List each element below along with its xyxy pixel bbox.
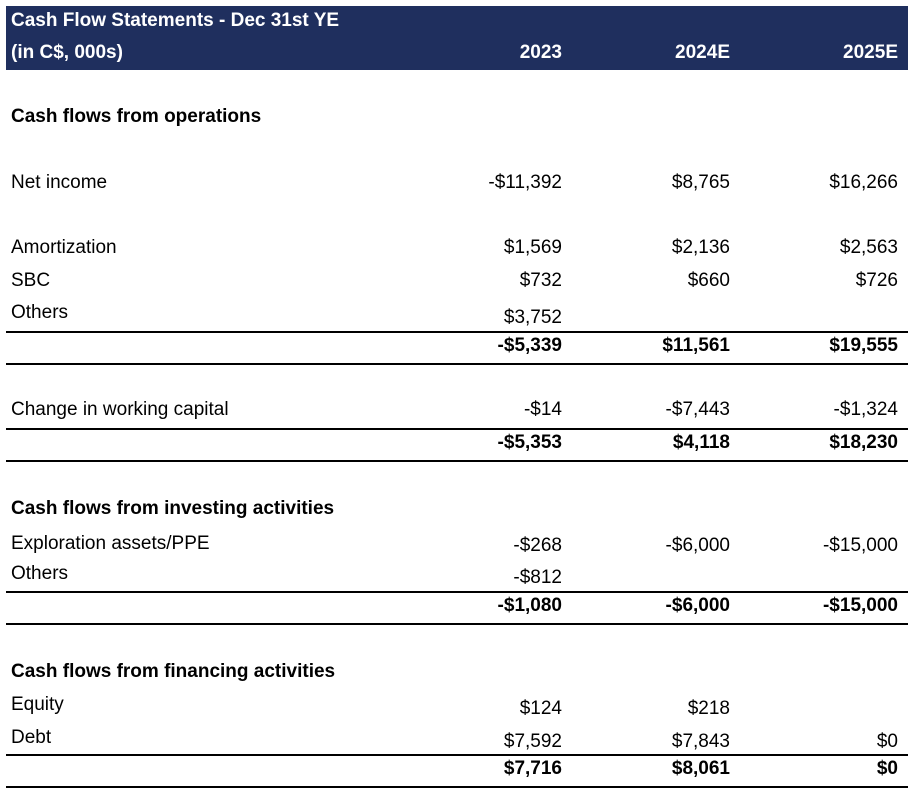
cell-2023: $124 bbox=[519, 698, 562, 719]
total-divider bbox=[6, 460, 908, 462]
row-label: Net income bbox=[11, 172, 108, 193]
section-title: Cash flows from investing activities bbox=[11, 498, 335, 519]
table-row-exploration: Exploration assets/PPE -$268 -$6,000 -$1… bbox=[6, 533, 908, 565]
table-row-amortization: Amortization $1,569 $2,136 $2,563 bbox=[6, 237, 908, 269]
row-label: SBC bbox=[11, 270, 51, 291]
cell-2024e: $660 bbox=[687, 270, 730, 291]
cell-2024e: $2,136 bbox=[671, 237, 730, 258]
cell-2024e: $7,843 bbox=[671, 731, 730, 752]
row-label: Change in working capital bbox=[11, 399, 229, 420]
section-title: Cash flows from financing activities bbox=[11, 661, 336, 682]
total-divider bbox=[6, 623, 908, 625]
cell-2023: $7,716 bbox=[503, 758, 562, 779]
cell-2024e: $8,765 bbox=[671, 172, 730, 193]
table-row-ops-subtotal: -$5,339 $11,561 $19,555 bbox=[6, 335, 908, 367]
table-row-ops-total: -$5,353 $4,118 $18,230 bbox=[6, 432, 908, 464]
cell-2023: -$5,339 bbox=[497, 335, 562, 356]
cell-2025e: $19,555 bbox=[829, 335, 898, 356]
cell-2023: $7,592 bbox=[503, 731, 562, 752]
row-label: Others bbox=[11, 302, 69, 323]
statement-title: Cash Flow Statements - Dec 31st YE bbox=[11, 10, 340, 31]
cell-2023: -$11,392 bbox=[488, 172, 562, 193]
cell-2025e: $2,563 bbox=[839, 237, 898, 258]
cell-2023: -$1,080 bbox=[497, 595, 562, 616]
cell-2024e: $8,061 bbox=[671, 758, 730, 779]
table-row-sbc: SBC $732 $660 $726 bbox=[6, 270, 908, 302]
cell-2025e: -$15,000 bbox=[822, 535, 898, 556]
table-header: Cash Flow Statements - Dec 31st YE (in C… bbox=[6, 6, 908, 70]
table-row-net-income: Net income -$11,392 $8,765 $16,266 bbox=[6, 172, 908, 204]
units-label: (in C$, 000s) bbox=[11, 42, 123, 63]
year-header-2023: 2023 bbox=[519, 42, 562, 63]
table-row-inv-total: -$1,080 -$6,000 -$15,000 bbox=[6, 595, 908, 627]
cell-2023: -$268 bbox=[513, 535, 562, 556]
table-row-ops-others: Others $3,752 bbox=[6, 302, 908, 334]
cell-2025e: -$15,000 bbox=[822, 595, 898, 616]
row-label: Debt bbox=[11, 727, 52, 748]
year-header-2024e: 2024E bbox=[675, 42, 730, 63]
cell-2025e: $726 bbox=[855, 270, 898, 291]
row-label: Equity bbox=[11, 694, 64, 715]
cell-2023: $732 bbox=[519, 270, 562, 291]
cell-2023: $3,752 bbox=[503, 307, 562, 328]
section-heading-operations: Cash flows from operations bbox=[6, 106, 908, 138]
cell-2023: $1,569 bbox=[503, 237, 562, 258]
total-divider bbox=[6, 591, 908, 593]
cell-2023: -$14 bbox=[523, 399, 562, 420]
cell-2025e: $16,266 bbox=[829, 172, 898, 193]
cell-2023: -$5,353 bbox=[497, 432, 562, 453]
cell-2024e: -$6,000 bbox=[665, 535, 730, 556]
section-heading-investing: Cash flows from investing activities bbox=[6, 498, 908, 530]
cell-2024e: -$7,443 bbox=[665, 399, 730, 420]
cell-2025e: $0 bbox=[876, 731, 898, 752]
row-label: Amortization bbox=[11, 237, 117, 258]
row-label: Others bbox=[11, 563, 69, 584]
cell-2024e: $218 bbox=[687, 698, 730, 719]
table-row-debt: Debt $7,592 $7,843 $0 bbox=[6, 727, 908, 759]
total-divider bbox=[6, 754, 908, 756]
table-row-inv-others: Others -$812 bbox=[6, 563, 908, 595]
section-title: Cash flows from operations bbox=[11, 106, 262, 127]
table-row-working-capital: Change in working capital -$14 -$7,443 -… bbox=[6, 399, 908, 431]
total-divider bbox=[6, 786, 908, 788]
subtotal-divider bbox=[6, 363, 908, 365]
cell-2025e: $0 bbox=[876, 758, 898, 779]
table-row-equity: Equity $124 $218 bbox=[6, 694, 908, 726]
year-header-2025e: 2025E bbox=[843, 42, 898, 63]
cell-2023: -$812 bbox=[513, 567, 562, 588]
total-divider bbox=[6, 428, 908, 430]
cell-2025e: $18,230 bbox=[829, 432, 898, 453]
cell-2024e: $11,561 bbox=[662, 335, 730, 356]
subtotal-divider bbox=[6, 331, 908, 333]
row-label: Exploration assets/PPE bbox=[11, 533, 210, 554]
cell-2024e: -$6,000 bbox=[665, 595, 730, 616]
cell-2024e: $4,118 bbox=[672, 432, 730, 453]
table-row-fin-total: $7,716 $8,061 $0 bbox=[6, 758, 908, 790]
section-heading-financing: Cash flows from financing activities bbox=[6, 661, 908, 693]
cell-2025e: -$1,324 bbox=[833, 399, 898, 420]
